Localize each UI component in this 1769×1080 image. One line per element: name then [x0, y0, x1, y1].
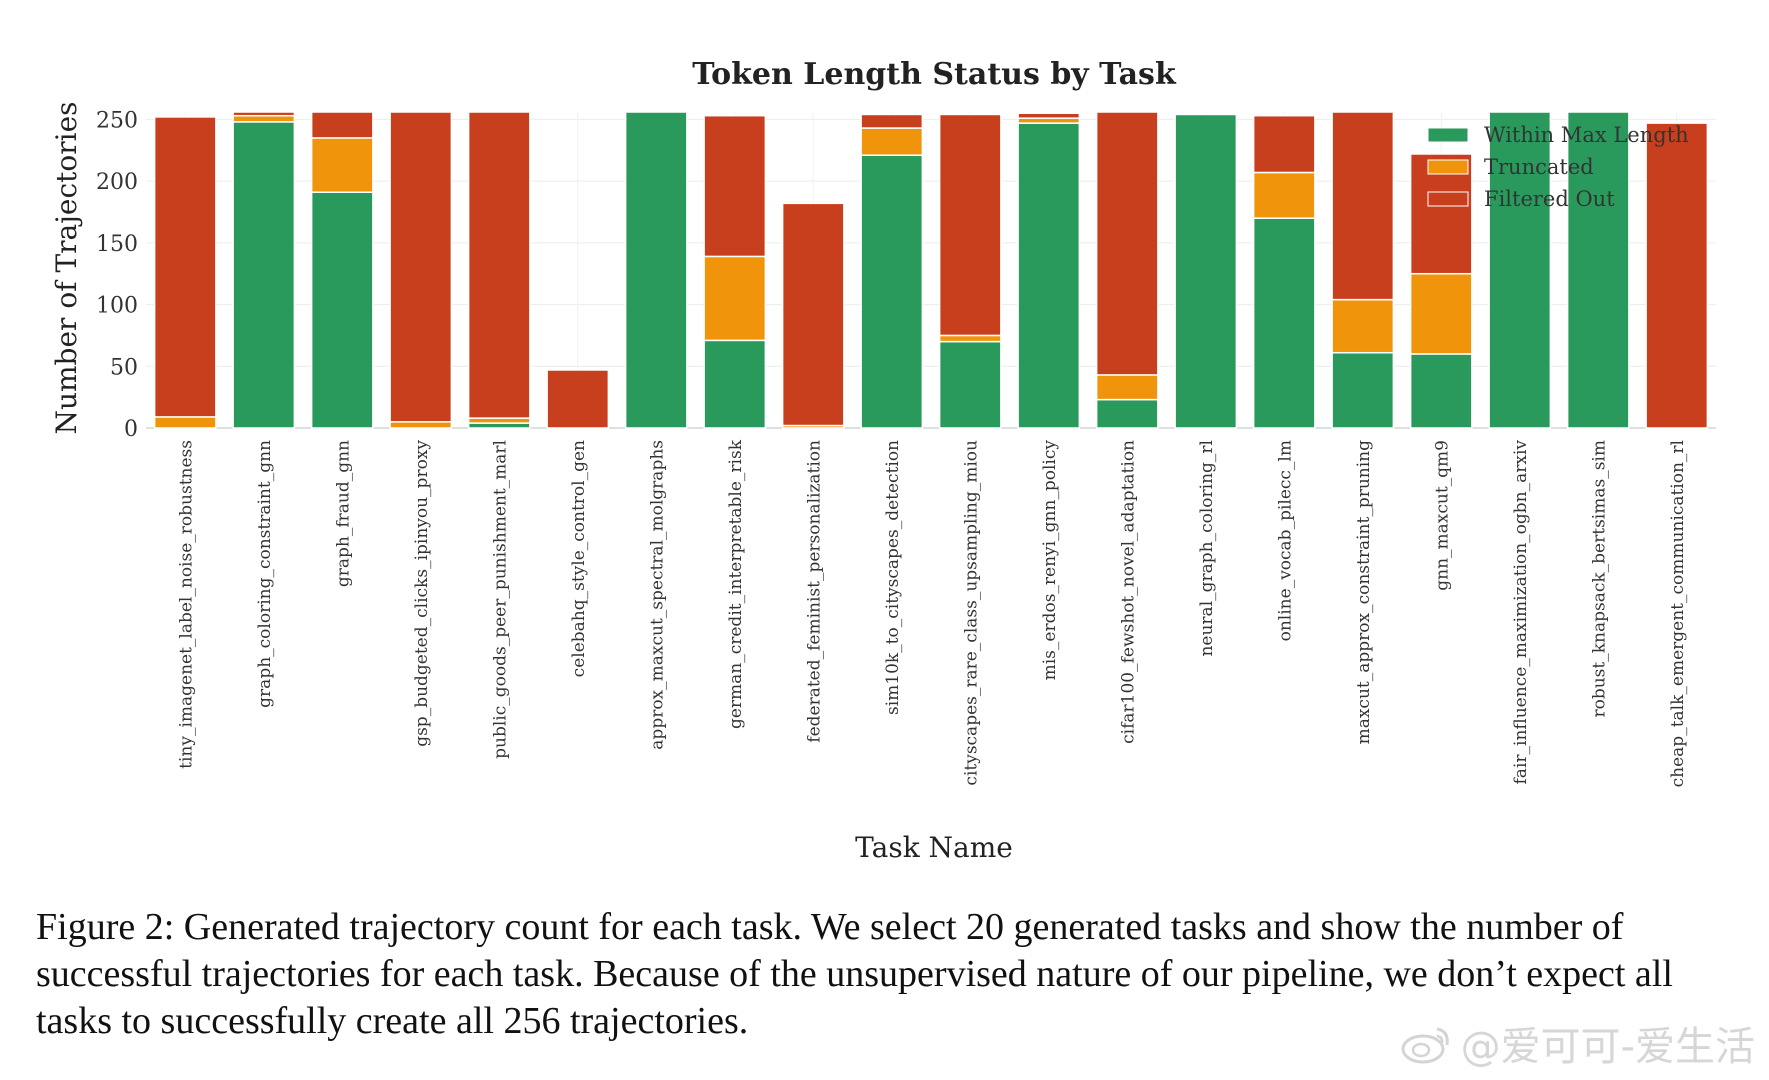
bar-filtered-out — [389, 111, 453, 423]
legend-label: Truncated — [1484, 155, 1594, 179]
bar-filtered-out — [153, 116, 217, 418]
bar-filtered-out — [310, 111, 374, 139]
weibo-logo-icon — [1401, 1027, 1449, 1064]
y-tick-label: 0 — [124, 417, 138, 442]
chart-canvas: Token Length Status by Task 0 50 100 150 200… — [50, 57, 1716, 864]
x-tick-label: federated_feminist_personalization — [804, 440, 824, 743]
bar-filtered-out — [860, 113, 924, 129]
x-tick-label: graph_coloring_constraint_gnn — [255, 440, 275, 708]
x-tick-label: cheap_talk_emergent_communication_rl — [1668, 440, 1688, 787]
y-tick-label: 100 — [96, 294, 138, 319]
bar-filtered-out — [1095, 111, 1159, 376]
bar-truncated — [1252, 171, 1316, 219]
x-tick-label: approx_maxcut_spectral_molgraphs — [647, 440, 667, 750]
bar-within-max-length — [938, 340, 1002, 429]
x-tick-label: robust_knapsack_bertsimas_sim — [1589, 440, 1609, 718]
bar-within-max-length — [624, 111, 688, 429]
bar-filtered-out — [546, 369, 610, 429]
bar-truncated — [1095, 374, 1159, 401]
bar-filtered-out — [1252, 114, 1316, 174]
x-tick-label: mis_erdos_renyi_gnn_policy — [1040, 440, 1060, 681]
bar-within-max-length — [310, 191, 374, 429]
x-tick-label: fair_influence_maximization_ogbn_arxiv — [1511, 440, 1531, 785]
bar-truncated — [389, 421, 453, 429]
x-axis-label: Task Name — [855, 831, 1013, 864]
grid — [146, 112, 1716, 429]
x-tick-label: neural_graph_coloring_rl — [1197, 440, 1217, 657]
bar-within-max-length — [860, 154, 924, 429]
bar-filtered-out — [232, 111, 296, 117]
bar-truncated — [1409, 272, 1473, 355]
x-tick-label: german_credit_interpretable_risk — [726, 439, 746, 729]
y-tick-label: 50 — [110, 355, 138, 380]
bar-within-max-length — [1252, 217, 1316, 429]
bar-truncated — [153, 416, 217, 429]
bar-truncated — [1331, 298, 1395, 354]
legend-label: Filtered Out — [1484, 187, 1615, 211]
bar-filtered-out — [467, 111, 531, 419]
bar-within-max-length — [1174, 113, 1238, 429]
legend-swatch — [1427, 127, 1469, 143]
bar-within-max-length — [1566, 111, 1630, 429]
x-tick-label: gsp_budgeted_clicks_ipinyou_proxy — [412, 440, 432, 747]
x-tick-label: cifar100_fewshot_novel_adaptation — [1118, 440, 1138, 744]
legend-swatch — [1427, 191, 1469, 207]
x-tick-label: public_goods_peer_punishment_marl — [490, 440, 510, 759]
bars — [153, 111, 1709, 429]
bar-filtered-out — [1331, 111, 1395, 301]
bar-filtered-out — [938, 113, 1002, 337]
chart: Token Length Status by Task 0 50 100 150 200… — [50, 57, 1716, 864]
bar-filtered-out — [781, 202, 845, 427]
x-tick-label: sim10k_to_cityscapes_detection — [883, 440, 903, 715]
x-tick-label: celebahq_style_control_gen — [569, 440, 589, 677]
legend-swatch — [1427, 159, 1469, 175]
y-tick-label: 200 — [96, 170, 138, 195]
chart-title: Token Length Status by Task — [692, 57, 1177, 92]
bar-within-max-length — [703, 339, 767, 429]
x-tick-label: cityscapes_rare_class_upsampling_miou — [961, 440, 981, 786]
bar-filtered-out — [703, 114, 767, 258]
x-tick-label: gnn_maxcut_qm9 — [1432, 440, 1452, 591]
bar-filtered-out — [1017, 112, 1081, 119]
bar-within-max-length — [1488, 111, 1552, 429]
y-axis-label: Number of Trajectories — [50, 101, 83, 434]
y-tick-label: 250 — [96, 108, 138, 133]
x-tick-label: online_vocab_pilecc_lm — [1275, 440, 1295, 641]
bar-truncated — [703, 255, 767, 342]
x-tick-label: graph_fraud_gnn — [333, 440, 353, 587]
bar-truncated — [860, 127, 924, 156]
figure-caption: Figure 2: Generated trajectory count for… — [36, 906, 1673, 1042]
bar-truncated — [232, 114, 296, 123]
bar-filtered-out — [1645, 122, 1709, 429]
category-labels: tiny_imagenet_label_noise_robustness grap… — [176, 439, 1688, 787]
y-tick-label: 150 — [96, 232, 138, 257]
legend-label: Within Max Length — [1484, 123, 1689, 147]
watermark-text: @爱可可-爱生活 — [1460, 1024, 1755, 1070]
x-tick-label: tiny_imagenet_label_noise_robustness — [176, 440, 196, 769]
bar-within-max-length — [1095, 398, 1159, 429]
bar-within-max-length — [1331, 351, 1395, 429]
watermark: @爱可可-爱生活 — [1399, 1014, 1755, 1072]
x-tick-label: maxcut_approx_constraint_pruning — [1354, 440, 1374, 745]
legend: Within Max Length Truncated Filtered Out — [1427, 123, 1689, 211]
bar-truncated — [938, 334, 1002, 343]
bar-within-max-length — [1017, 122, 1081, 429]
bar-truncated — [310, 137, 374, 193]
bar-within-max-length — [1409, 353, 1473, 429]
bar-within-max-length — [232, 121, 296, 429]
